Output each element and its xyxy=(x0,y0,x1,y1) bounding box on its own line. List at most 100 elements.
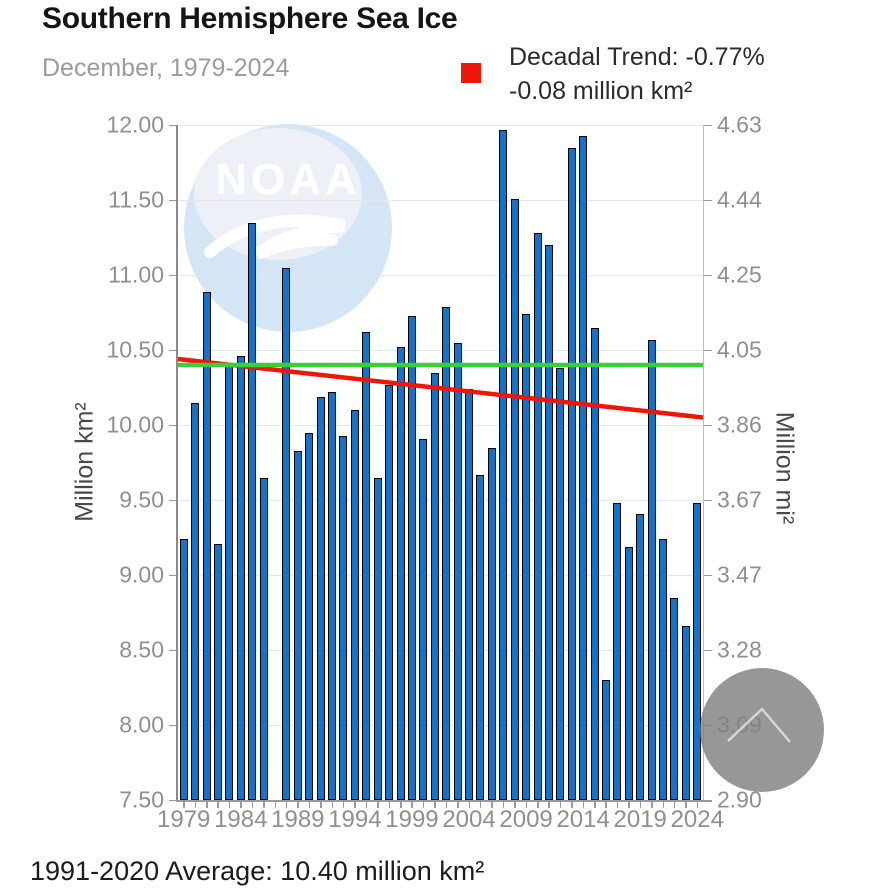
bar-2000[interactable] xyxy=(419,438,428,800)
bar-1994[interactable] xyxy=(350,410,359,800)
y-axis-label-right: 3.67 xyxy=(717,486,762,513)
y-axis-tick-left xyxy=(169,124,178,126)
bar-1991[interactable] xyxy=(316,396,325,800)
bar-1980[interactable] xyxy=(191,402,200,800)
x-axis-year-tick xyxy=(514,800,516,808)
chart-title: Southern Hemisphere Sea Ice xyxy=(42,2,458,35)
bar-1986[interactable] xyxy=(259,477,268,800)
trend-legend-label: Decadal Trend: -0.77% -0.08 million km² xyxy=(509,40,765,108)
scroll-top-button[interactable] xyxy=(700,668,824,792)
bar-1989[interactable] xyxy=(293,450,302,800)
bar-1995[interactable] xyxy=(362,332,371,800)
bar-1979[interactable] xyxy=(179,539,188,800)
bar-2018[interactable] xyxy=(624,546,633,800)
x-axis-year-tick xyxy=(308,800,311,808)
bar-2021[interactable] xyxy=(659,539,668,800)
bar-2007[interactable] xyxy=(499,129,508,800)
bar-2013[interactable] xyxy=(567,147,576,800)
gridline xyxy=(178,725,703,726)
x-axis-year-tick xyxy=(685,800,687,808)
bar-1988[interactable] xyxy=(282,267,291,800)
bar-2024[interactable] xyxy=(693,503,702,800)
bar-1997[interactable] xyxy=(385,384,394,800)
x-axis-year-tick xyxy=(274,800,276,808)
bar-2011[interactable] xyxy=(544,245,553,800)
bar-2004[interactable] xyxy=(465,389,474,800)
noaa-seagull-icon xyxy=(204,214,346,260)
bar-1985[interactable] xyxy=(248,222,257,800)
bar-2001[interactable] xyxy=(430,372,439,800)
y-axis-tick-left xyxy=(169,574,178,576)
bar-1990[interactable] xyxy=(305,432,314,800)
bar-2019[interactable] xyxy=(636,513,645,800)
bar-2010[interactable] xyxy=(533,233,542,800)
y-axis-title-right: Million mi² xyxy=(770,411,799,525)
y-axis-label-left: 9.00 xyxy=(119,561,164,588)
gridline xyxy=(178,650,703,651)
bar-2023[interactable] xyxy=(681,626,690,800)
bar-1996[interactable] xyxy=(373,477,382,800)
bar-1998[interactable] xyxy=(396,347,405,800)
bar-2015[interactable] xyxy=(590,327,599,800)
x-axis-label: 1989 xyxy=(271,806,325,833)
bar-2020[interactable] xyxy=(647,339,656,800)
x-axis-year-tick xyxy=(263,800,265,808)
bar-1993[interactable] xyxy=(339,435,348,800)
x-axis-year-tick xyxy=(651,800,653,808)
bar-2008[interactable] xyxy=(510,198,519,800)
y-axis-tick-right xyxy=(703,349,712,351)
x-axis-year-tick xyxy=(571,800,573,808)
y-axis-label-left: 9.50 xyxy=(119,486,164,513)
bar-2012[interactable] xyxy=(556,368,565,800)
bar-2022[interactable] xyxy=(670,597,679,800)
gridline xyxy=(178,200,703,201)
gridline xyxy=(178,350,703,351)
x-axis-year-tick xyxy=(411,800,413,808)
bar-2003[interactable] xyxy=(453,342,462,800)
x-axis-year-tick xyxy=(251,800,254,808)
y-axis-tick-right xyxy=(703,274,712,276)
x-axis-year-tick xyxy=(320,800,322,808)
bar-2005[interactable] xyxy=(476,474,485,800)
y-axis-tick-right xyxy=(703,124,712,126)
bar-2009[interactable] xyxy=(522,314,531,800)
x-axis-year-tick xyxy=(605,800,607,808)
bar-2017[interactable] xyxy=(613,503,622,800)
x-axis-year-tick xyxy=(228,800,231,808)
legend-item-trend[interactable]: Decadal Trend: -0.77% -0.08 million km² xyxy=(461,40,765,108)
bar-1999[interactable] xyxy=(407,315,416,800)
bar-1981[interactable] xyxy=(202,291,211,800)
bar-1983[interactable] xyxy=(225,363,234,800)
x-axis-year-tick xyxy=(400,800,402,808)
bar-2002[interactable] xyxy=(442,306,451,800)
x-axis-label: 2009 xyxy=(499,806,553,833)
y-axis-label-left: 10.00 xyxy=(106,411,164,438)
y-axis-tick-right xyxy=(703,499,712,501)
x-axis-year-tick xyxy=(457,800,459,808)
x-axis-year-tick xyxy=(377,800,379,808)
x-axis-year-tick xyxy=(331,800,334,808)
bar-1982[interactable] xyxy=(213,543,222,800)
y-axis-label-right: 4.25 xyxy=(717,261,762,288)
gridline xyxy=(178,500,703,501)
bar-2006[interactable] xyxy=(487,447,496,800)
x-axis-year-tick xyxy=(537,800,539,808)
gridline xyxy=(178,125,703,126)
x-axis-year-tick xyxy=(422,800,425,808)
bar-1992[interactable] xyxy=(328,392,337,800)
y-axis-tick-left xyxy=(169,424,178,426)
bar-1984[interactable] xyxy=(236,356,245,800)
bar-2016[interactable] xyxy=(601,680,610,800)
y-axis-tick-right xyxy=(703,574,712,576)
noaa-logo-text: NOAA xyxy=(215,155,361,204)
y-axis-label-right: 3.28 xyxy=(717,636,762,663)
bar-2014[interactable] xyxy=(579,135,588,800)
y-axis-tick-right xyxy=(703,649,712,651)
noaa-logo-watermark: NOAA xyxy=(182,122,394,334)
x-axis-year-tick xyxy=(240,800,242,808)
y-axis-label-right: 3.47 xyxy=(717,561,762,588)
y-axis-tick-left xyxy=(169,349,178,351)
y-axis-tick-right xyxy=(703,199,712,201)
